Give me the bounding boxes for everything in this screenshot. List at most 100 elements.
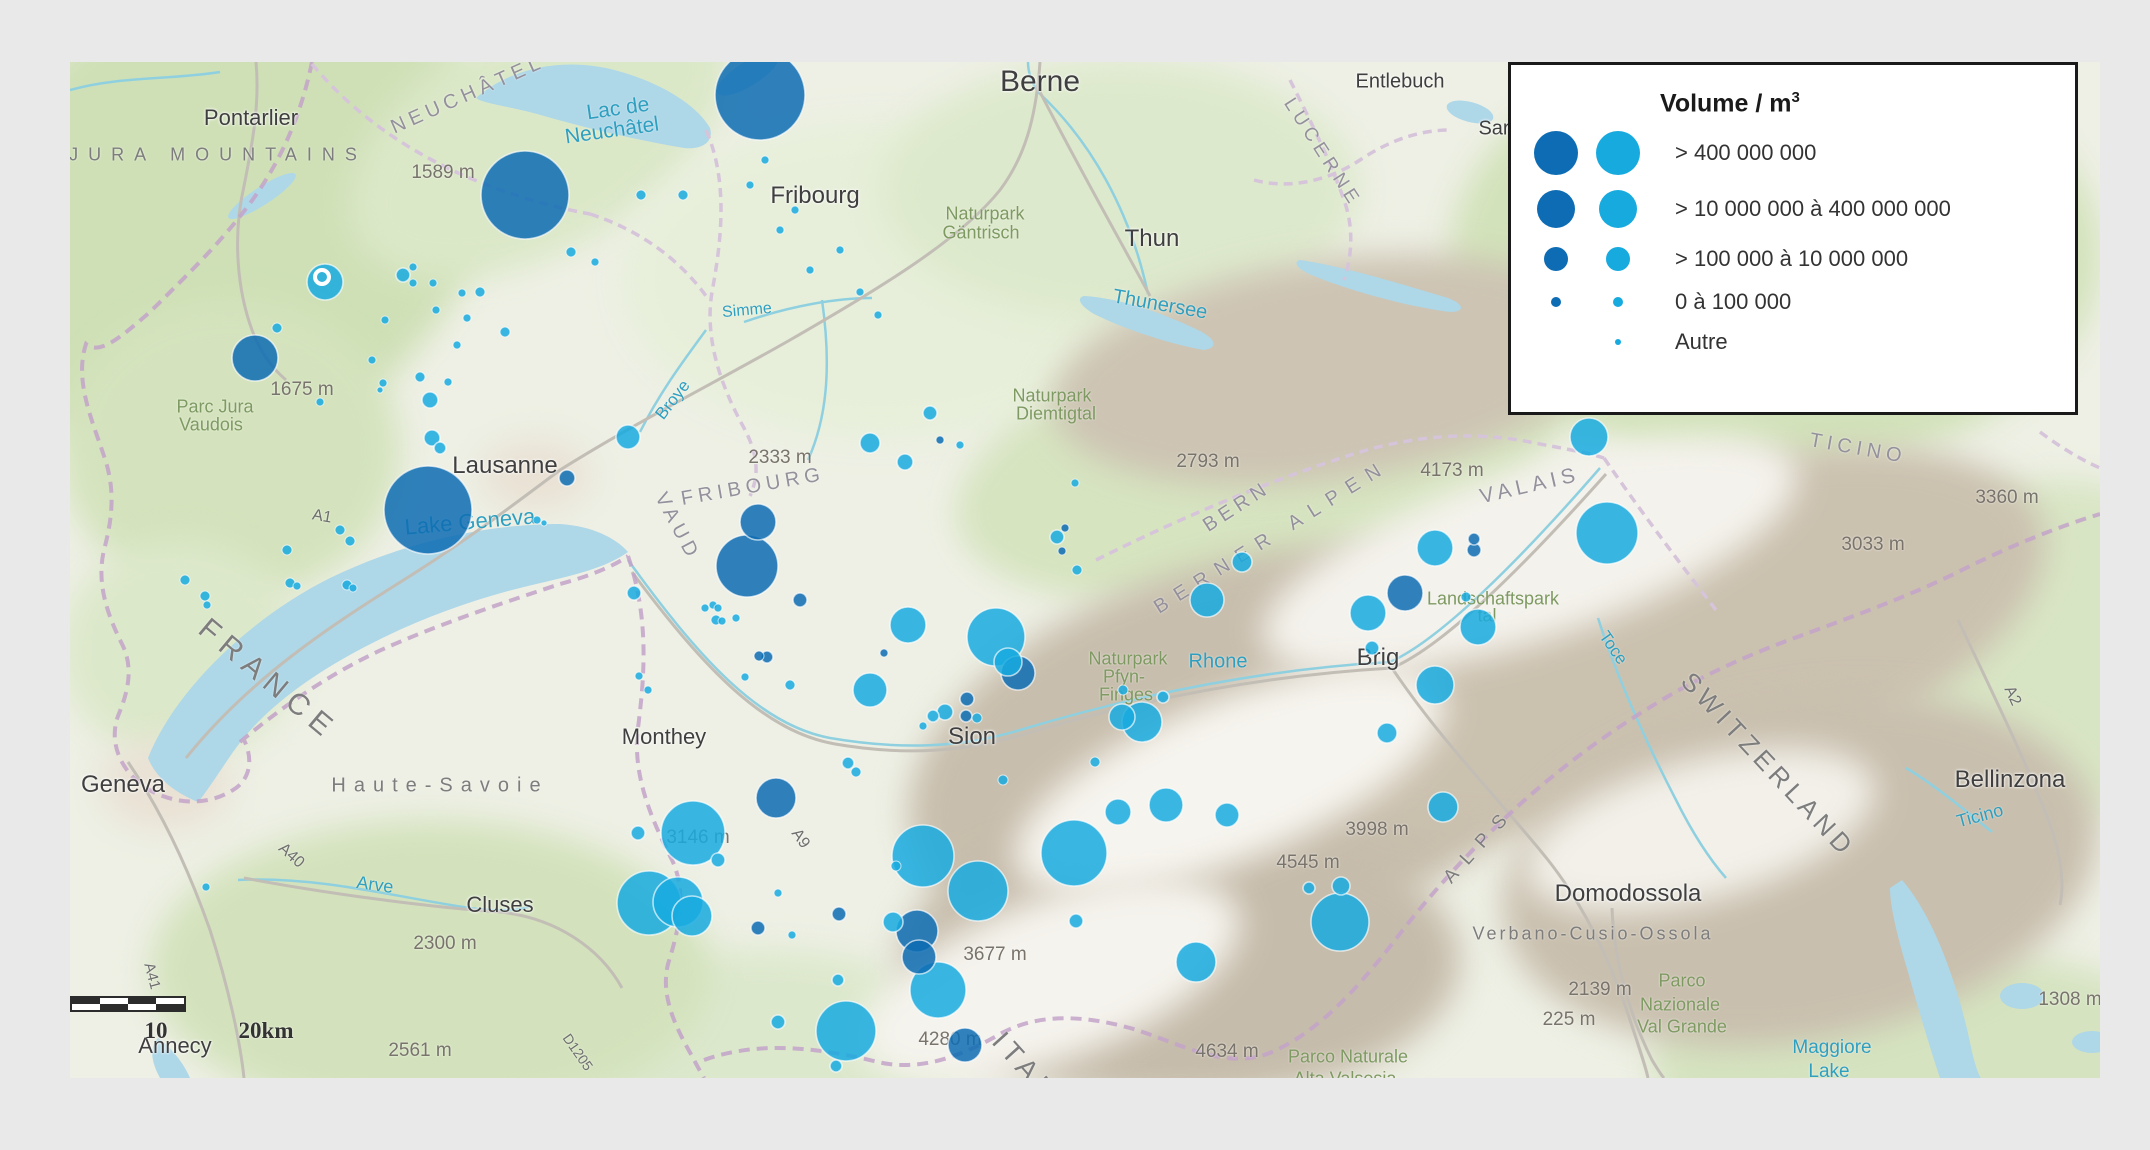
volume-circle[interactable]	[1310, 892, 1370, 952]
volume-circle[interactable]	[443, 377, 453, 387]
volume-circle[interactable]	[643, 685, 653, 695]
volume-circle[interactable]	[829, 1059, 843, 1073]
volume-circle[interactable]	[376, 386, 384, 394]
volume-circle[interactable]	[383, 465, 473, 555]
volume-circle[interactable]	[671, 895, 713, 937]
volume-circle[interactable]	[378, 378, 388, 388]
volume-circle[interactable]	[993, 647, 1023, 677]
volume-circle[interactable]	[421, 391, 439, 409]
volume-circle[interactable]	[947, 1027, 983, 1063]
volume-circle[interactable]	[414, 371, 426, 383]
volume-circle[interactable]	[775, 225, 785, 235]
volume-circle[interactable]	[1189, 582, 1225, 618]
volume-circle[interactable]	[714, 62, 806, 141]
volume-circle[interactable]	[431, 305, 441, 315]
volume-circle[interactable]	[540, 519, 548, 527]
volume-circle[interactable]	[873, 310, 883, 320]
volume-circle[interactable]	[815, 1000, 877, 1062]
volume-circle[interactable]	[565, 246, 577, 258]
volume-circle[interactable]	[558, 469, 576, 487]
volume-circle[interactable]	[1575, 501, 1639, 565]
volume-circle[interactable]	[787, 930, 797, 940]
volume-circle[interactable]	[879, 648, 889, 658]
volume-circle[interactable]	[1108, 703, 1136, 731]
volume-circle[interactable]	[1175, 941, 1217, 983]
volume-circle[interactable]	[831, 906, 847, 922]
volume-circle[interactable]	[452, 340, 462, 350]
volume-circle[interactable]	[408, 278, 418, 288]
volume-circle[interactable]	[179, 574, 191, 586]
volume-circle[interactable]	[971, 712, 983, 724]
volume-circle[interactable]	[891, 824, 955, 888]
volume-circle[interactable]	[1231, 551, 1253, 573]
volume-circle[interactable]	[935, 435, 945, 445]
volume-circle[interactable]	[590, 257, 600, 267]
volume-circle[interactable]	[660, 800, 726, 866]
volume-circle[interactable]	[896, 453, 914, 471]
volume-circle[interactable]	[739, 503, 777, 541]
volume-circle[interactable]	[922, 405, 938, 421]
volume-circle[interactable]	[1089, 756, 1101, 768]
volume-circle[interactable]	[959, 691, 975, 707]
volume-circle[interactable]	[773, 888, 783, 898]
volume-circle[interactable]	[717, 616, 727, 626]
volume-circle[interactable]	[1416, 529, 1454, 567]
volume-circle[interactable]	[855, 287, 865, 297]
volume-circle[interactable]	[380, 315, 390, 325]
volume-circle[interactable]	[713, 603, 723, 613]
volume-circle[interactable]	[1349, 594, 1387, 632]
volume-circle[interactable]	[634, 671, 644, 681]
volume-circle[interactable]	[889, 606, 927, 644]
volume-circle[interactable]	[1386, 574, 1424, 612]
volume-circle[interactable]	[841, 756, 855, 770]
volume-circle[interactable]	[1569, 417, 1609, 457]
volume-circle[interactable]	[790, 205, 800, 215]
volume-circle[interactable]	[770, 1014, 786, 1030]
volume-circle[interactable]	[344, 535, 356, 547]
volume-circle[interactable]	[926, 709, 940, 723]
volume-circle[interactable]	[428, 278, 438, 288]
volume-circle[interactable]	[1459, 608, 1497, 646]
volume-circle[interactable]	[1156, 690, 1170, 704]
volume-circle[interactable]	[334, 524, 346, 536]
volume-circle[interactable]	[630, 825, 646, 841]
volume-circle[interactable]	[1460, 591, 1472, 603]
volume-circle[interactable]	[805, 265, 815, 275]
volume-circle[interactable]	[1364, 640, 1380, 656]
volume-circle[interactable]	[882, 911, 904, 933]
volume-circle[interactable]	[1040, 819, 1108, 887]
volume-circle[interactable]	[760, 155, 770, 165]
volume-circle[interactable]	[615, 424, 641, 450]
volume-circle[interactable]	[626, 585, 642, 601]
volume-circle[interactable]	[1148, 787, 1184, 823]
volume-circle[interactable]	[831, 973, 845, 987]
volume-circle[interactable]	[955, 440, 965, 450]
volume-circle[interactable]	[1302, 881, 1316, 895]
volume-circle[interactable]	[715, 534, 779, 598]
volume-circle[interactable]	[292, 581, 302, 591]
volume-circle[interactable]	[1331, 876, 1351, 896]
volume-circle[interactable]	[199, 590, 211, 602]
volume-circle[interactable]	[367, 355, 377, 365]
volume-circle[interactable]	[202, 600, 212, 610]
volume-circle[interactable]	[462, 313, 472, 323]
volume-circle[interactable]	[348, 583, 358, 593]
volume-circle[interactable]	[315, 397, 325, 407]
volume-circle[interactable]	[480, 150, 570, 240]
volume-circle[interactable]	[750, 920, 766, 936]
volume-circle[interactable]	[947, 860, 1009, 922]
volume-circle[interactable]	[635, 189, 647, 201]
volume-circle[interactable]	[1070, 478, 1080, 488]
volume-circle[interactable]	[918, 721, 928, 731]
volume-circle[interactable]	[710, 852, 726, 868]
volume-circle[interactable]	[890, 860, 902, 872]
volume-circle[interactable]	[784, 679, 796, 691]
volume-circle[interactable]	[1376, 722, 1398, 744]
volume-circle[interactable]	[201, 882, 211, 892]
volume-circle[interactable]	[792, 592, 808, 608]
volume-circle[interactable]	[959, 709, 973, 723]
volume-circle[interactable]	[753, 650, 765, 662]
volume-circle[interactable]	[731, 613, 741, 623]
volume-circle[interactable]	[1467, 532, 1481, 546]
volume-circle[interactable]	[281, 544, 293, 556]
